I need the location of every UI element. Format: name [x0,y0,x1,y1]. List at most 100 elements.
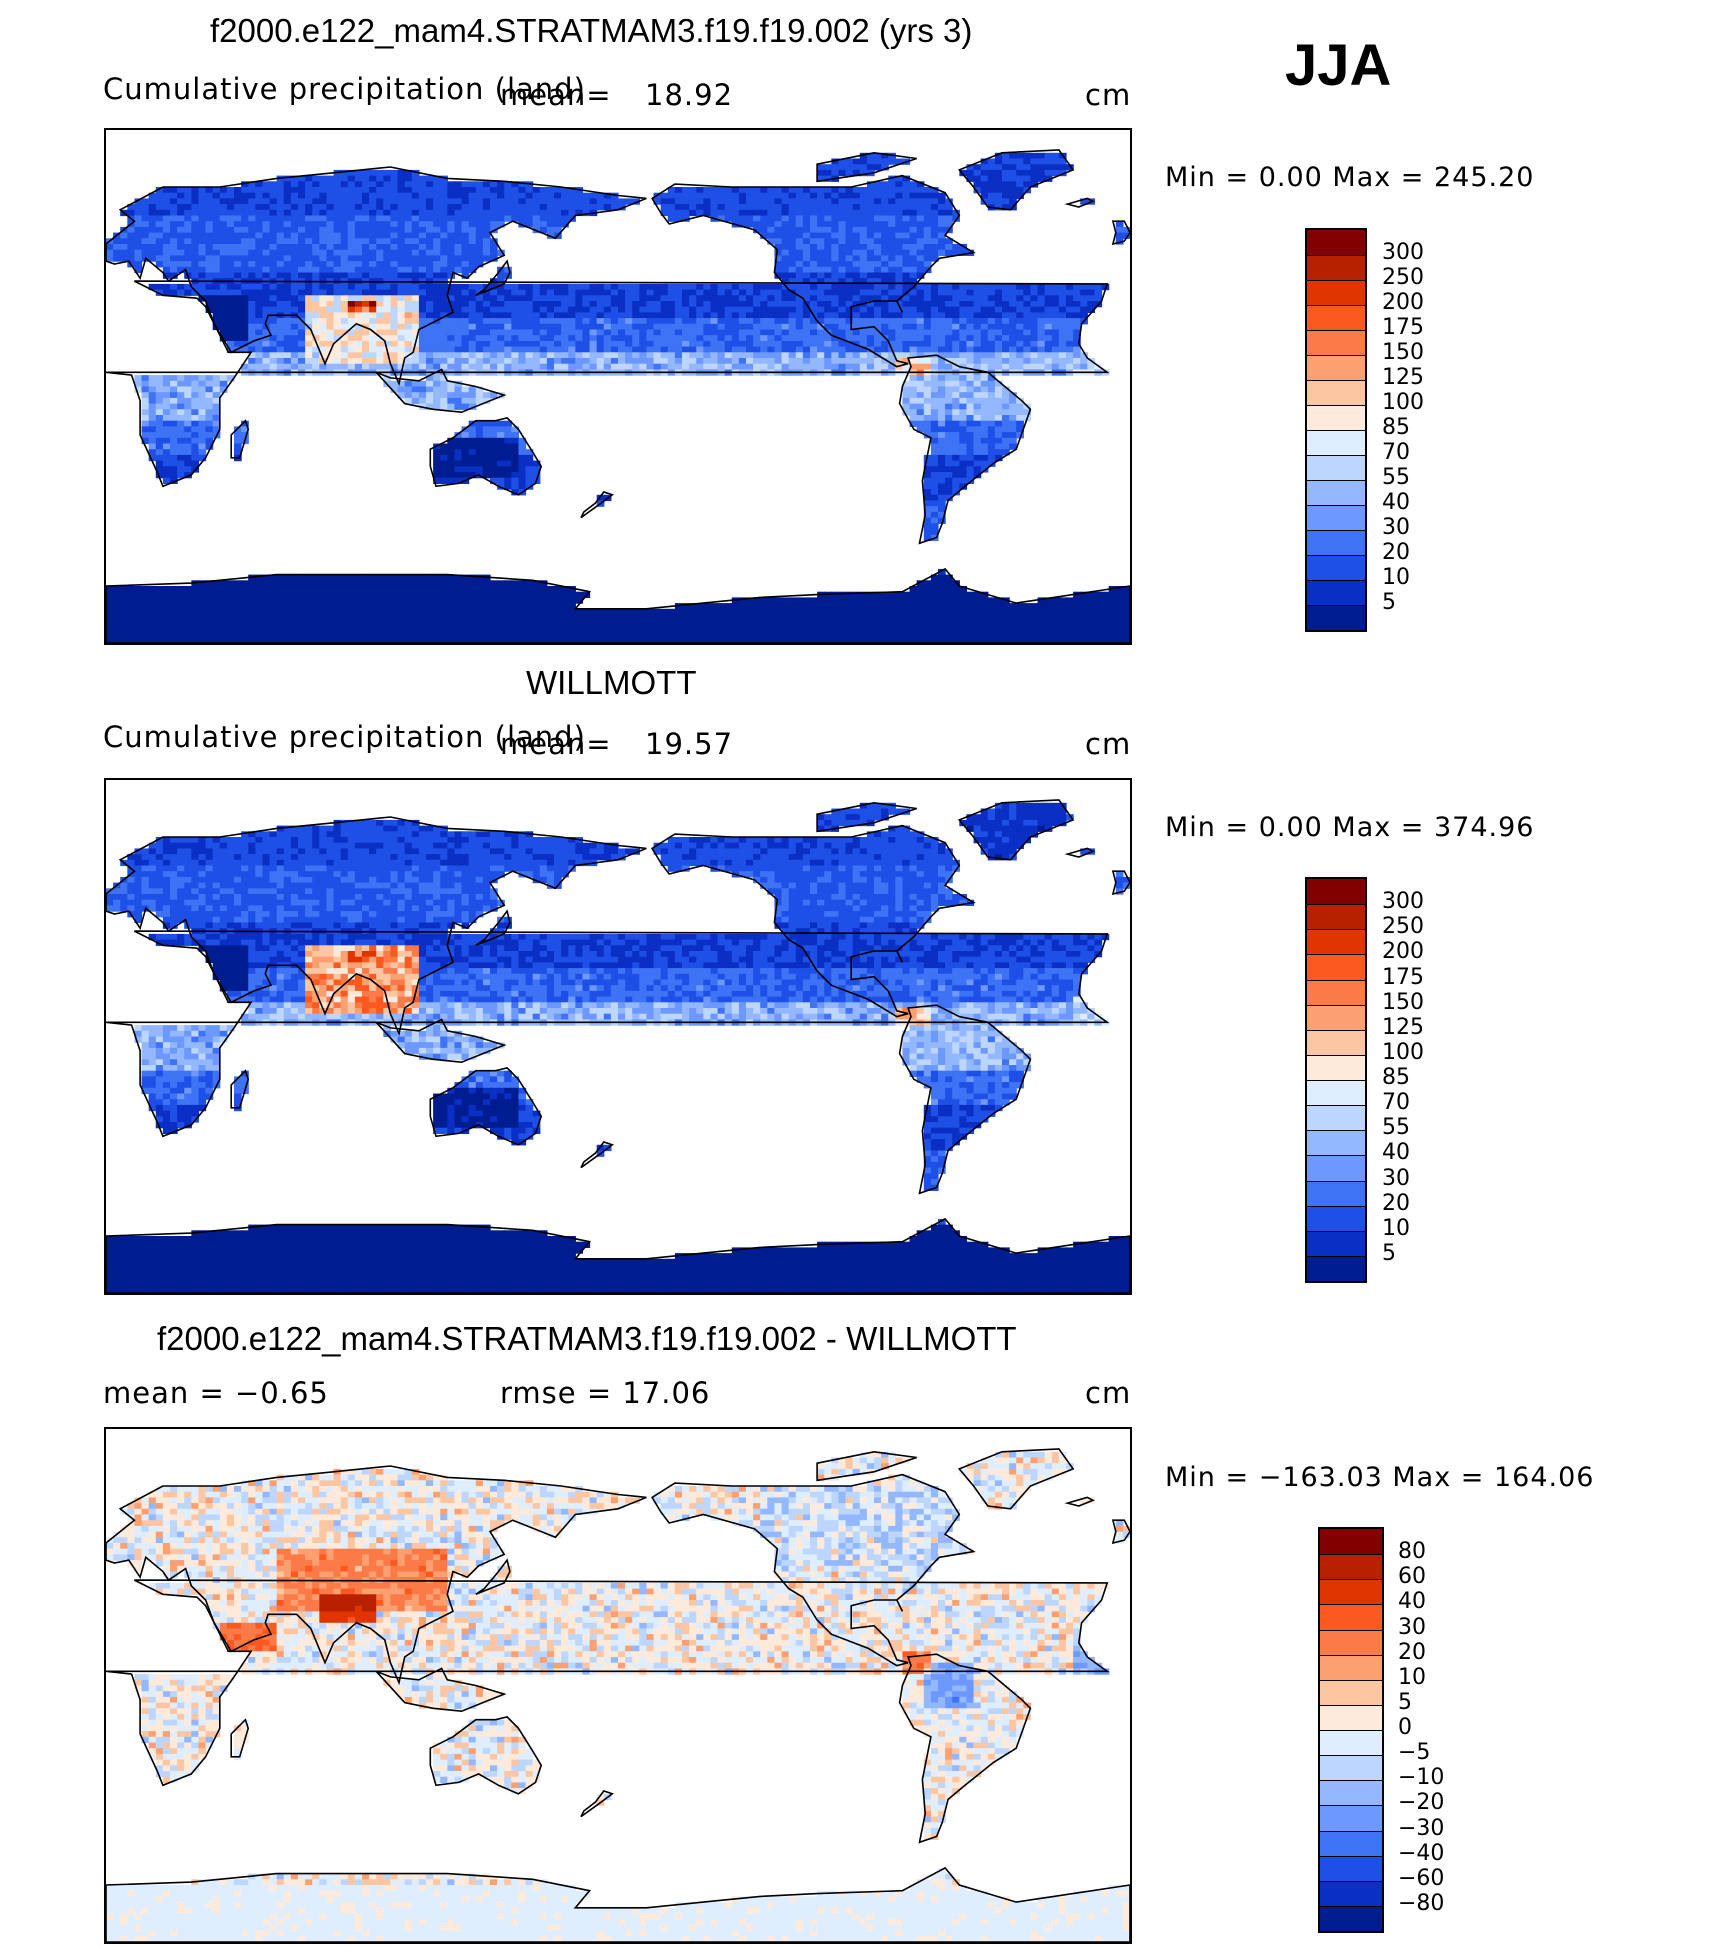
grid-cell [895,329,904,336]
grid-cell [938,232,946,239]
grid-cell [433,460,441,467]
grid-cell [312,363,320,370]
grid-cell [155,221,164,228]
grid-cell [788,603,797,610]
grid-cell [497,346,505,353]
grid-cell [490,244,498,251]
grid-cell [283,272,292,279]
grid-cell [895,175,904,182]
grid-cell [454,432,463,439]
grid-cell [909,323,918,331]
grid-cell [987,181,996,188]
grid-cell [674,329,683,336]
grid-cell [418,192,427,199]
grid-cell [305,175,313,182]
grid-cell [994,289,1003,296]
grid-cell [468,597,477,604]
grid-cell [589,318,598,325]
grid-cell [490,603,498,610]
grid-cell [539,597,548,604]
grid-cell [369,226,377,234]
grid-cell [490,432,498,439]
grid-cell [916,261,925,268]
grid-cell [1016,289,1024,296]
grid-cell [781,608,790,616]
grid-cell [895,340,904,348]
grid-cell [404,586,413,593]
grid-cell [298,608,306,616]
grid-cell [1030,363,1039,370]
grid-cell [724,192,733,199]
grid-cell [575,306,584,313]
grid-cell [781,226,790,234]
grid-cell [994,187,1003,194]
grid-cell [888,238,896,245]
grid-cell [859,352,868,359]
grid-cell [1009,312,1017,319]
grid-cell [369,238,377,245]
grid-cell [184,187,192,194]
grid-cell [802,187,811,194]
grid-cell [810,261,818,268]
grid-cell [781,209,790,217]
grid-cell [525,329,534,336]
grid-cell [234,244,242,251]
grid-cell [767,603,776,610]
grid-cell [881,597,889,604]
grid-cell [454,238,463,245]
grid-cell [298,335,306,342]
grid-cell [155,232,164,239]
grid-cell [831,164,840,171]
grid-cell [234,295,242,302]
grid-cell [290,335,299,342]
grid-cell [930,301,939,308]
grid-cell [426,375,434,382]
grid-cell [418,295,427,302]
grid-cell [781,187,790,194]
grid-cell [753,603,761,610]
grid-cell [632,363,640,370]
grid-cell [525,591,534,598]
grid-cell [689,301,697,308]
grid-cell [959,420,968,427]
grid-cell [433,192,441,199]
grid-cell [440,358,448,365]
grid-cell [810,608,818,616]
grid-cell [959,340,968,348]
grid-cell [390,603,399,610]
grid-cell [433,352,441,359]
grid-cell [454,318,463,325]
grid-cell [440,386,448,393]
grid-cell [682,352,690,359]
grid-cell [184,266,192,274]
grid-cell [155,608,164,616]
grid-cell [177,261,185,268]
grid-cell [298,586,306,593]
grid-cell [945,283,953,291]
grid-cell [347,198,356,205]
grid-cell [504,483,512,490]
grid-cell [554,608,562,616]
grid-cell [426,380,434,388]
grid-cell [347,591,356,598]
grid-cell [788,352,797,359]
grid-cell [824,323,832,331]
grid-cell [497,272,505,279]
grid-cell [120,597,128,604]
grid-cell [831,312,840,319]
grid-cell [788,198,797,205]
grid-cell [1002,335,1010,342]
grid-cell [312,204,320,211]
grid-cell [397,335,406,342]
grid-cell [717,318,726,325]
grid-cell [966,283,975,291]
grid-cell [973,169,982,177]
grid-cell [340,363,349,370]
grid-cell [454,591,463,598]
grid-cell [134,603,143,610]
grid-cell [980,306,989,313]
grid-cell [589,323,598,331]
grid-cell [525,460,534,467]
grid-cell [1108,603,1117,610]
grid-cell [426,403,434,410]
